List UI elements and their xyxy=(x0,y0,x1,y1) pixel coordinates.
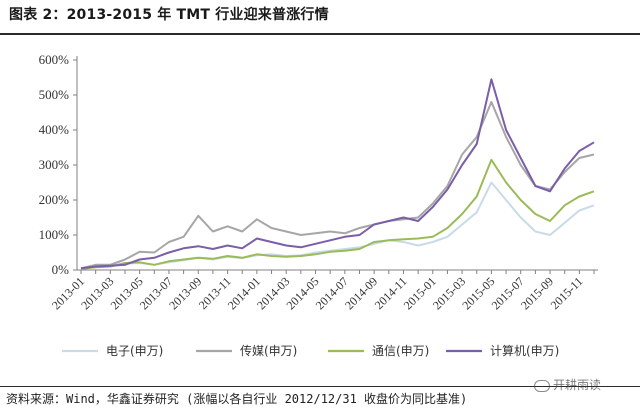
chart-legend: 电子(申万) 传媒(申万) 通信(申万) 计算机(申万) xyxy=(62,343,559,358)
source-note: 资料来源：Wind，华鑫证券研究 (涨幅以各自行业 2012/12/31 收盘价… xyxy=(6,392,468,406)
legend-label-1: 传媒(申万) xyxy=(240,343,297,358)
series-layer xyxy=(80,78,595,270)
title-rule xyxy=(0,33,640,35)
figure-title: 图表 2：2013-2015 年 TMT 行业迎来普涨行情 xyxy=(9,7,329,23)
watermark-text: 开耕雨读 xyxy=(553,378,602,392)
series-line-2 xyxy=(80,158,595,270)
line-chart: 0%100%200%300%400%500%600%2013-012013-03… xyxy=(39,52,598,358)
x-tick-label: 2015-11 xyxy=(548,274,586,312)
x-tick-label: 2013-09 xyxy=(166,274,204,312)
y-tick-label: 0% xyxy=(52,262,70,277)
series-line-3 xyxy=(80,78,595,270)
legend-label-2: 通信(申万) xyxy=(372,344,429,358)
y-tick-label: 400% xyxy=(39,122,70,137)
x-tick-label: 2015-09 xyxy=(518,274,556,312)
y-tick-label: 200% xyxy=(39,192,70,207)
y-tick-label: 300% xyxy=(39,157,70,172)
footer-rule xyxy=(0,386,640,387)
series-line-1 xyxy=(80,101,595,270)
chart-axes: 0%100%200%300%400%500%600%2013-012013-03… xyxy=(39,52,598,312)
wechat-icon xyxy=(534,379,550,392)
legend-label-0: 电子(申万) xyxy=(106,344,163,358)
watermark: 开耕雨读 xyxy=(534,376,601,393)
legend-label-3: 计算机(申万) xyxy=(490,343,559,358)
x-tick-label: 2014-09 xyxy=(342,274,380,312)
y-tick-label: 600% xyxy=(39,52,70,67)
y-tick-label: 500% xyxy=(39,87,70,102)
y-tick-label: 100% xyxy=(39,227,70,242)
